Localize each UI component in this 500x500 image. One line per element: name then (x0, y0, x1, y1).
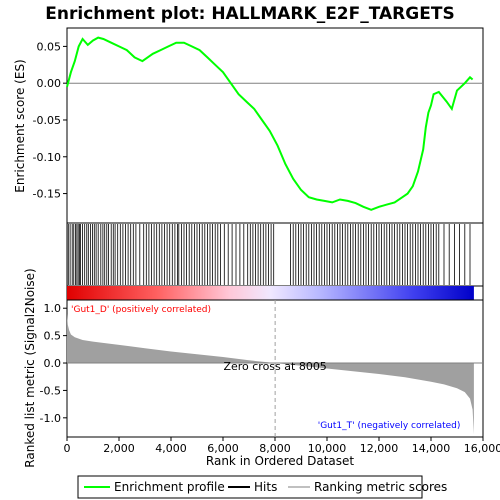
metric-ytick-label: 0.0 (44, 357, 62, 370)
es-ytick-label: -0.15 (33, 188, 61, 201)
legend: Enrichment profile Hits Ranking metric s… (77, 475, 447, 499)
es-ytick-label: 0.05 (37, 40, 62, 53)
metric-ytick-label: 0.5 (44, 330, 62, 343)
legend-metric-label: Ranking metric scores (314, 480, 447, 494)
zero-cross-label: Zero cross at 8005 (223, 360, 326, 373)
x-tick-label: 16,000 (464, 442, 500, 455)
chart-title: Enrichment plot: HALLMARK_E2F_TARGETS (45, 4, 454, 24)
es-ytick-label: 0.00 (37, 77, 62, 90)
x-axis-label: Rank in Ordered Dataset (206, 454, 354, 468)
enrichment-profile-line (66, 36, 474, 211)
positive-correlation-label: 'Gut1_D' (positively correlated) (71, 305, 211, 315)
es-panel-frame (66, 27, 484, 224)
x-tick-label: 8,000 (259, 442, 291, 455)
hits-marks (67, 224, 471, 285)
es-ytick-label: -0.10 (33, 151, 61, 164)
x-tick-label: 6,000 (207, 442, 239, 455)
metric-ytick-label: 1.0 (44, 302, 62, 315)
ranking-metric-area (67, 313, 474, 435)
legend-hits-label: Hits (254, 480, 277, 494)
metric-axis-label: Ranked list metric (Signal2Noise) (23, 268, 37, 467)
negative-correlation-label: 'Gut1_T' (negatively correlated) (318, 421, 461, 431)
es-axis-label: Enrichment score (ES) (13, 59, 27, 192)
x-tick-label: 14,000 (412, 442, 451, 455)
metric-ytick-label: -1.0 (40, 412, 61, 425)
x-tick-label: 4,000 (155, 442, 187, 455)
rank-color-gradient (67, 286, 474, 300)
x-tick-label: 2,000 (103, 442, 135, 455)
metric-ytick-label: -0.5 (40, 384, 61, 397)
x-tick-label: 12,000 (360, 442, 399, 455)
x-tick-label: 0 (64, 442, 71, 455)
x-tick-label: 10,000 (308, 442, 347, 455)
es-ytick-label: -0.05 (33, 114, 61, 127)
legend-enrichment-label: Enrichment profile (114, 480, 225, 494)
